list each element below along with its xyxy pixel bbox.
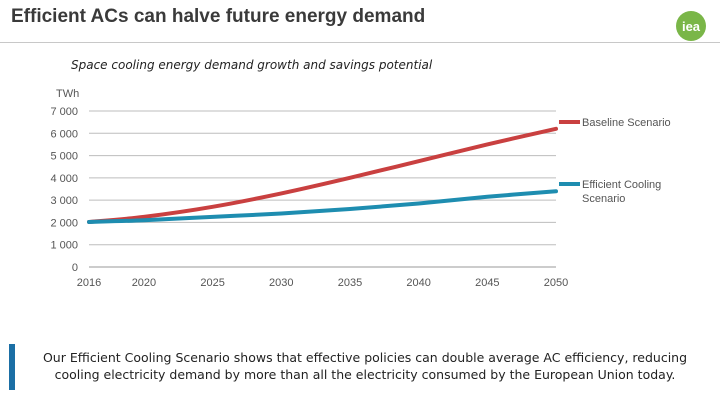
y-tick-label: 6 000 (50, 128, 78, 140)
y-axis-unit-label: TWh (56, 88, 79, 100)
x-tick-label: 2030 (269, 277, 293, 289)
baseline-scenario-line (87, 126, 558, 224)
x-tick-label: 2050 (544, 277, 568, 289)
x-tick-label: 2025 (200, 277, 224, 289)
x-tick-label: 2045 (475, 277, 499, 289)
y-tick-label: 0 (72, 262, 78, 274)
y-tick-label: 4 000 (50, 173, 78, 185)
y-tick-label: 2 000 (50, 217, 78, 229)
legend-label-baseline: Baseline Scenario (582, 117, 671, 129)
efficient-cooling-line (87, 189, 558, 224)
iea-logo-icon: iea (676, 11, 706, 41)
cooling-demand-chart: TWh 0 1 000 2 000 3 000 4 000 5 000 6 000 7 000 2… (50, 88, 671, 289)
x-tick-label: 2020 (132, 277, 156, 289)
y-tick-label: 7 000 (50, 106, 78, 118)
legend-label-efficient-line1: Efficient Cooling (582, 179, 661, 191)
x-tick-label: 2040 (406, 277, 430, 289)
y-tick-label: 1 000 (50, 240, 78, 252)
x-tick-label: 2035 (338, 277, 362, 289)
y-tick-label: 3 000 (50, 195, 78, 207)
x-tick-label: 2016 (77, 277, 101, 289)
legend-label-efficient: Efficient Cooling Scenario (582, 179, 661, 205)
title-divider (0, 42, 720, 43)
page-title: Efficient ACs can halve future energy de… (11, 6, 426, 27)
y-tick-label: 5 000 (50, 151, 78, 163)
footer-accent-bar (9, 344, 15, 390)
footer-caption: Our Efficient Cooling Scenario shows tha… (42, 350, 688, 382)
legend-label-efficient-line2: Scenario (582, 193, 625, 205)
chart-title: Space cooling energy demand growth and s… (71, 58, 433, 72)
